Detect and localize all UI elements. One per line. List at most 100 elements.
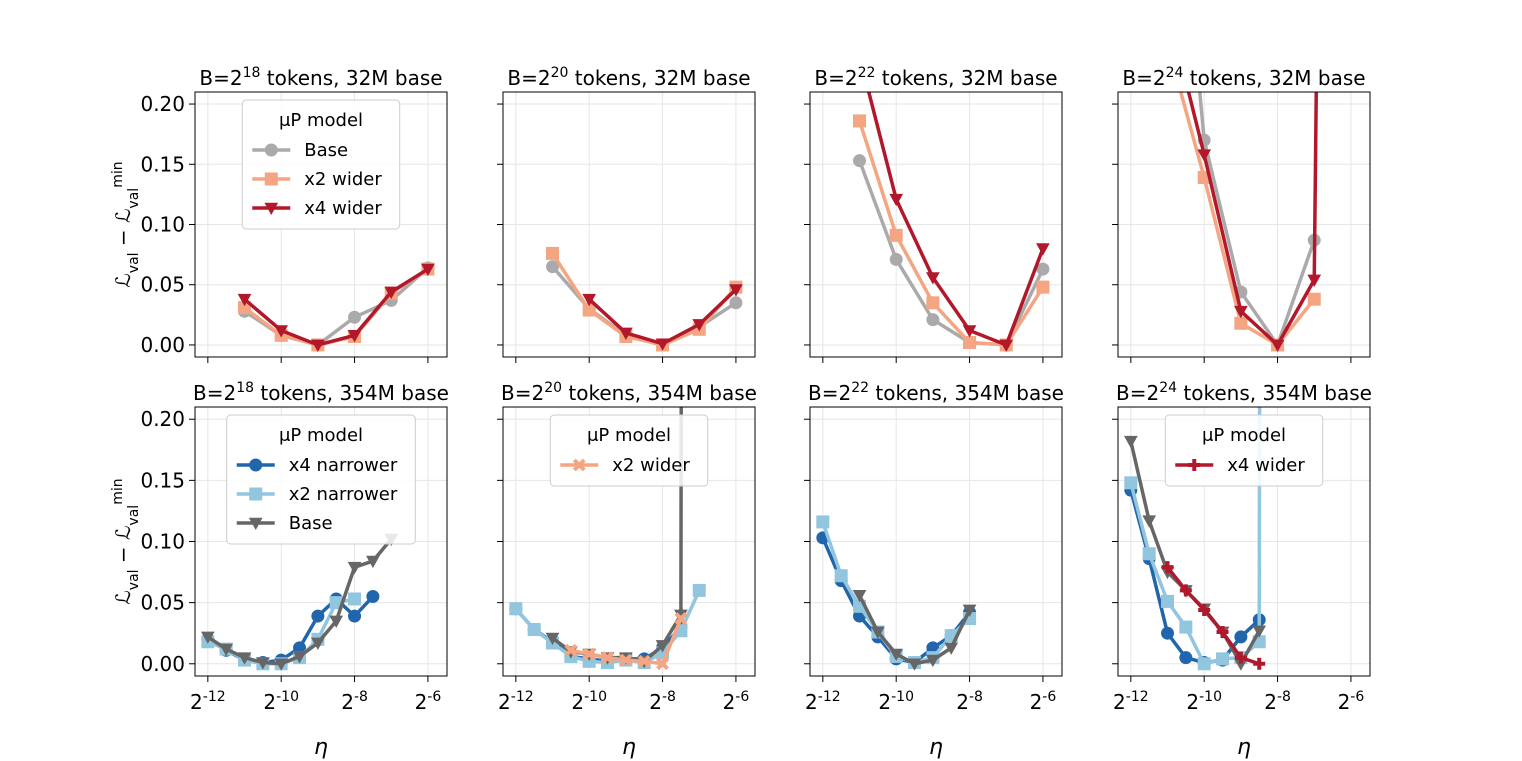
series-line <box>1186 92 1318 348</box>
marker <box>366 590 380 604</box>
legend: μP model x2 wider <box>549 414 709 487</box>
marker <box>1234 630 1248 644</box>
legend-label: x2 wider <box>612 455 690 476</box>
marker <box>582 647 596 661</box>
marker <box>1161 594 1175 608</box>
axes-frame <box>502 91 756 358</box>
marker <box>274 658 289 671</box>
marker <box>1307 292 1321 306</box>
legend: μP model x4 wider <box>1164 414 1324 487</box>
marker <box>853 154 867 168</box>
marker <box>1270 339 1285 352</box>
y-tick-label: 0.05 <box>140 273 185 297</box>
marker <box>1179 584 1192 597</box>
marker <box>729 284 743 297</box>
axes-frame <box>194 406 448 677</box>
marker <box>1162 38 1174 50</box>
marker <box>655 640 670 653</box>
marker <box>889 648 904 662</box>
marker <box>366 555 380 569</box>
legend-marker <box>264 172 278 186</box>
legend-label: x4 wider <box>304 198 382 219</box>
marker <box>1142 547 1156 561</box>
y-axis-label: ℒval − ℒvalmin <box>110 161 142 287</box>
axes-frame <box>809 406 1063 677</box>
marker <box>348 592 362 606</box>
legend-marker <box>264 143 278 157</box>
marker <box>546 260 560 274</box>
x-tick-label: 2-12 <box>805 689 841 714</box>
x-tick-label: 2-6 <box>1338 689 1365 714</box>
marker <box>853 114 867 128</box>
axes-frame <box>1117 406 1371 677</box>
y-tick-label: 0.10 <box>140 530 185 554</box>
marker <box>963 336 977 350</box>
marker <box>907 658 922 671</box>
series-line <box>866 92 1045 348</box>
marker <box>601 651 614 665</box>
marker <box>1198 603 1211 616</box>
y-tick-label: 0.20 <box>140 92 185 116</box>
x-tick-label: 2-8 <box>341 689 368 714</box>
marker <box>1234 305 1248 319</box>
marker <box>729 296 743 310</box>
marker <box>674 612 688 625</box>
marker <box>1123 435 1138 449</box>
legend-title: μP model <box>279 425 363 446</box>
legend-box <box>1164 414 1324 487</box>
marker <box>1161 561 1174 574</box>
panel-title: B=220 tokens, 32M base <box>507 65 750 90</box>
marker <box>962 604 977 618</box>
marker <box>1234 316 1248 330</box>
legend: μP model x4 narrower x2 narrower Base <box>226 414 416 545</box>
marker <box>854 51 866 62</box>
axes-frame <box>502 406 756 677</box>
x-tick-label: 2-8 <box>956 689 983 714</box>
x-tick-label: 2-6 <box>1030 689 1057 714</box>
marker <box>926 296 940 310</box>
x-tick-label: 2-12 <box>190 689 226 714</box>
plot-content <box>1123 407 1267 671</box>
marker <box>692 583 706 597</box>
y-axis-label: ℒval − ℒvalmin <box>110 478 142 604</box>
panel-title: B=218 tokens, 354M base <box>193 380 449 405</box>
legend-label: Base <box>289 513 333 534</box>
y-tick-label: 0.00 <box>140 652 185 676</box>
y-tick-label: 0.05 <box>140 591 185 615</box>
marker <box>1162 3 1174 14</box>
marker <box>292 651 307 664</box>
legend-marker <box>248 517 263 531</box>
marker <box>926 272 940 285</box>
y-tick-label: 0.10 <box>140 213 185 237</box>
plot-content <box>509 407 706 671</box>
marker <box>637 654 651 668</box>
y-tick-label: 0.15 <box>140 468 185 492</box>
panel-title: B=218 tokens, 32M base <box>199 65 442 90</box>
plot-content <box>546 246 743 352</box>
marker <box>329 615 344 629</box>
legend-box <box>241 99 401 230</box>
marker <box>962 325 977 338</box>
plot-content <box>853 51 1050 352</box>
axes-frame <box>1117 91 1371 358</box>
legend-marker <box>572 458 586 472</box>
marker <box>871 626 885 640</box>
axes-frame <box>194 91 448 358</box>
x-axis-label: η <box>1237 735 1251 760</box>
x-tick-label: 2-10 <box>1186 689 1222 714</box>
marker <box>816 515 830 529</box>
x-tick-label: 2-12 <box>1113 689 1149 714</box>
legend-title: μP model <box>279 110 363 131</box>
marker <box>656 657 669 671</box>
x-tick-label: 2-8 <box>1264 689 1291 714</box>
legend-box <box>226 414 416 545</box>
marker <box>889 252 903 266</box>
marker <box>1142 515 1157 528</box>
y-tick-label: 0.00 <box>140 333 185 357</box>
y-tick-label: 0.15 <box>140 152 185 176</box>
plot-content <box>237 261 435 352</box>
legend-label: x4 wider <box>1227 455 1305 476</box>
legend-title: μP model <box>587 425 671 446</box>
marker <box>546 246 560 260</box>
